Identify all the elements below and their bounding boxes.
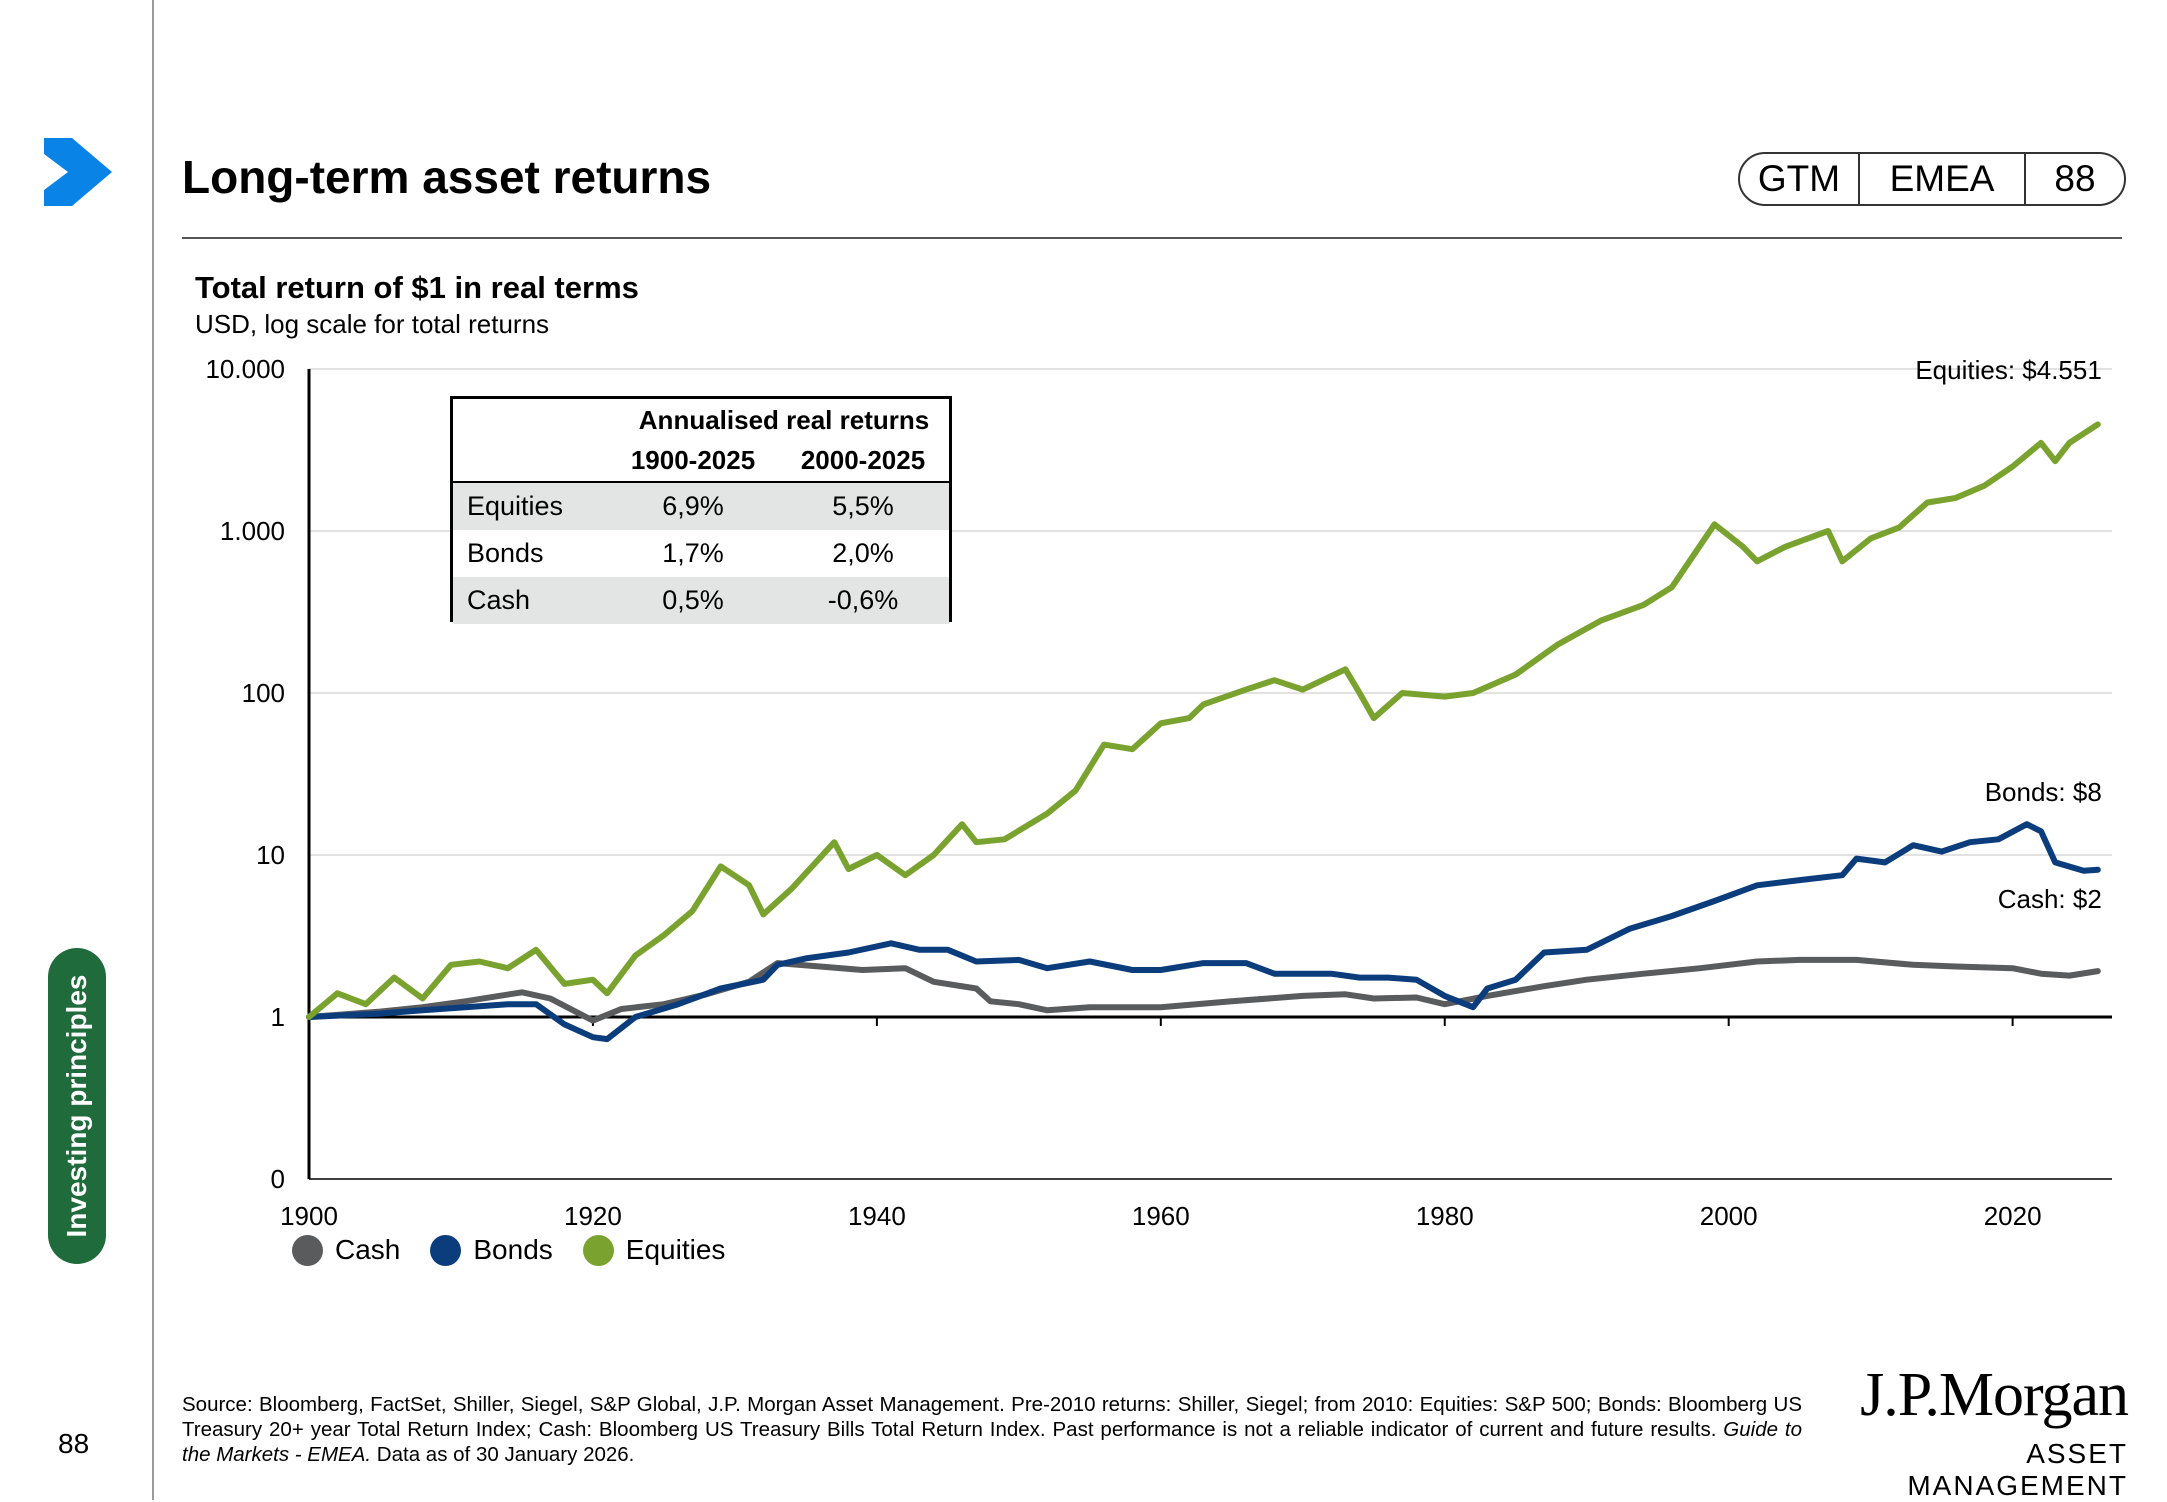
row-name: Cash	[467, 585, 531, 615]
page-title: Long-term asset returns	[182, 151, 712, 203]
chart-subtitle: USD, log scale for total returns	[195, 309, 550, 339]
legend-dot-bonds	[430, 1234, 462, 1266]
end-label-bonds: Bonds: $8	[1985, 777, 2102, 807]
sidebar-divider	[152, 0, 154, 1500]
logo-subline: ASSET MANAGEMENT	[1907, 1438, 2128, 1501]
y-tick-label: 1	[271, 1002, 285, 1032]
legend-dot-equities	[582, 1234, 614, 1266]
end-label-cash: Cash: $2	[1998, 884, 2102, 914]
x-tick-label: 1960	[1132, 1201, 1190, 1231]
legend-label-bonds: Bonds	[473, 1234, 553, 1265]
row-value-1900: 0,5%	[662, 585, 724, 615]
legend-label-cash: Cash	[335, 1234, 401, 1265]
source-note: Source: Bloomberg, FactSet, Shiller, Sie…	[182, 1392, 1802, 1467]
tag-region: EMEA	[1860, 154, 2026, 204]
x-tick-label: 1920	[564, 1201, 622, 1231]
returns-table-col-1: 1900-2025	[630, 445, 756, 475]
y-tick-label: 1.000	[220, 516, 285, 546]
source-date: Data as of 30 January 2026.	[371, 1443, 635, 1466]
legend-item-equities: Equities	[582, 1234, 726, 1266]
table-row: Cash 0,5% -0,6%	[453, 577, 949, 624]
x-tick-label: 2000	[1700, 1201, 1758, 1231]
x-tick-label: 1980	[1416, 1201, 1474, 1231]
logo-wordmark: J.P.Morgan	[1860, 1361, 2129, 1429]
page-number: 88	[58, 1428, 90, 1459]
tag-pill: GTM EMEA 88	[1738, 152, 2126, 206]
series-line-equities	[306, 421, 2101, 1020]
table-row: Equities 6,9% 5,5%	[453, 483, 949, 530]
x-tick-label: 2020	[1984, 1201, 2042, 1231]
section-tab: Investing principles	[48, 948, 106, 1264]
returns-table-heading: Annualised real returns	[638, 405, 930, 435]
returns-table-col-2: 2000-2025	[800, 445, 926, 475]
source-text: Source: Bloomberg, FactSet, Shiller, Sie…	[182, 1393, 1802, 1441]
tag-gtm: GTM	[1740, 154, 1860, 204]
x-tick-label: 1940	[848, 1201, 906, 1231]
title-divider	[182, 237, 2122, 239]
row-value-1900: 1,7%	[662, 538, 724, 568]
legend-dot-cash	[292, 1234, 323, 1266]
series-line-bonds	[306, 821, 2101, 1043]
chevron-right-icon	[44, 138, 112, 206]
tag-page: 88	[2054, 158, 2096, 199]
row-value-2000: 5,5%	[832, 491, 894, 521]
row-value-2000: 2,0%	[832, 538, 894, 568]
chart-legend: Cash Bonds Equities	[292, 1234, 755, 1266]
chart-title: Total return of $1 in real terms	[195, 270, 639, 305]
series-line-cash	[306, 956, 2101, 1024]
returns-table-separator	[453, 481, 949, 483]
legend-item-bonds: Bonds	[430, 1234, 553, 1266]
y-tick-label: 10	[256, 840, 285, 870]
source-publication: Guide to the Markets - EMEA.	[182, 1418, 1802, 1466]
row-name: Bonds	[467, 538, 544, 568]
row-value-1900: 6,9%	[662, 491, 724, 521]
legend-item-cash: Cash	[292, 1234, 400, 1266]
row-name: Equities	[467, 491, 564, 521]
end-label-equities: Equities: $4.551	[1915, 355, 2101, 385]
returns-table: Annualised real returns 1900-2025 2000-2…	[450, 396, 952, 624]
y-tick-label: 100	[242, 678, 285, 708]
y-tick-label: 0	[271, 1164, 285, 1194]
jpmorgan-logo: J.P.Morgan ASSET MANAGEMENT	[1836, 1360, 2129, 1502]
legend-label-equities: Equities	[625, 1234, 726, 1265]
table-row: Bonds 1,7% 2,0%	[453, 530, 949, 577]
x-tick-label: 1900	[280, 1201, 338, 1231]
row-value-2000: -0,6%	[827, 585, 899, 615]
y-tick-label: 10.000	[205, 354, 285, 384]
